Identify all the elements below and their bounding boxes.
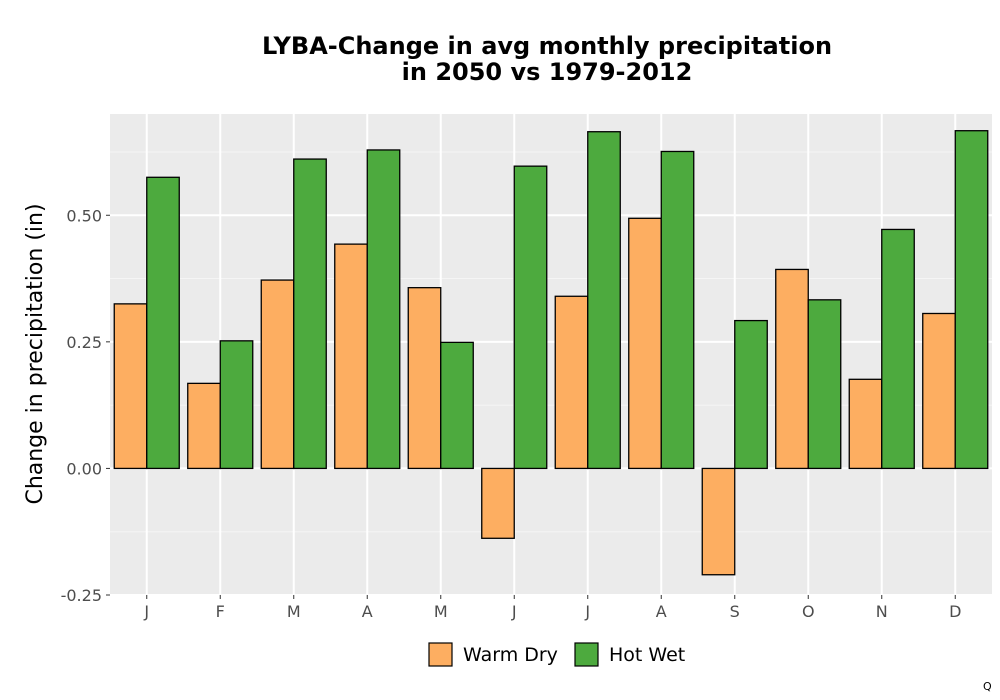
x-tick-label: J (143, 602, 149, 621)
legend-label-warm-dry: Warm Dry (463, 644, 558, 666)
grid-minor (110, 151, 992, 533)
x-tick-label: A (362, 602, 373, 621)
corner-mark: Q (983, 680, 992, 693)
legend-label-hot-wet: Hot Wet (609, 644, 685, 666)
y-tick-label: 0.25 (66, 333, 102, 352)
bar-warm-dry (701, 467, 736, 576)
legend: Warm Dry Hot Wet (428, 642, 685, 667)
x-tick-label: D (949, 602, 961, 621)
x-tick-label: M (434, 602, 448, 621)
bar-hot-wet (660, 150, 695, 470)
x-tick-label: S (730, 602, 740, 621)
bar-warm-dry (628, 217, 662, 470)
chart-title-line-1: LYBA-Change in avg monthly precipitation (262, 32, 832, 60)
x-tick-label: J (511, 602, 517, 621)
bar-hot-wet (734, 319, 768, 470)
bar-warm-dry (113, 303, 148, 470)
bar-warm-dry (775, 268, 809, 470)
y-tick-label: -0.25 (61, 586, 102, 605)
bar-hot-wet (587, 131, 621, 470)
bar-hot-wet (954, 130, 989, 470)
bar-warm-dry (334, 243, 368, 470)
legend-key-warm-dry (428, 642, 453, 667)
bar-hot-wet (146, 176, 180, 470)
chart-title-line-2: in 2050 vs 1979-2012 (402, 58, 693, 86)
bar-hot-wet (440, 341, 474, 470)
bar-hot-wet (513, 165, 548, 470)
y-axis-title: Change in precipitation (in) (23, 203, 48, 504)
x-tick-label: F (216, 602, 225, 621)
y-tick-label: 0.00 (66, 459, 102, 478)
y-axis: -0.25 0.00 0.25 0.50 (61, 206, 110, 605)
plot-panel (110, 114, 992, 595)
bar-hot-wet (807, 299, 842, 470)
bar-hot-wet (293, 158, 327, 470)
bar-warm-dry (407, 287, 442, 470)
bar-hot-wet (219, 340, 254, 470)
x-tick-label: N (876, 602, 888, 621)
bar-warm-dry (554, 295, 589, 470)
x-tick-label: J (584, 602, 590, 621)
x-tick-label: M (287, 602, 301, 621)
bar-warm-dry (481, 467, 515, 539)
bar-hot-wet (366, 149, 401, 470)
bar-warm-dry (922, 312, 956, 470)
x-tick-label: O (802, 602, 815, 621)
legend-key-hot-wet (574, 642, 599, 667)
bar-warm-dry (187, 382, 221, 470)
bar-warm-dry (848, 378, 883, 470)
bars (113, 130, 989, 576)
bar-warm-dry (260, 279, 295, 470)
bar-hot-wet (881, 228, 915, 470)
x-tick-label: A (656, 602, 667, 621)
y-tick-label: 0.50 (66, 206, 102, 225)
